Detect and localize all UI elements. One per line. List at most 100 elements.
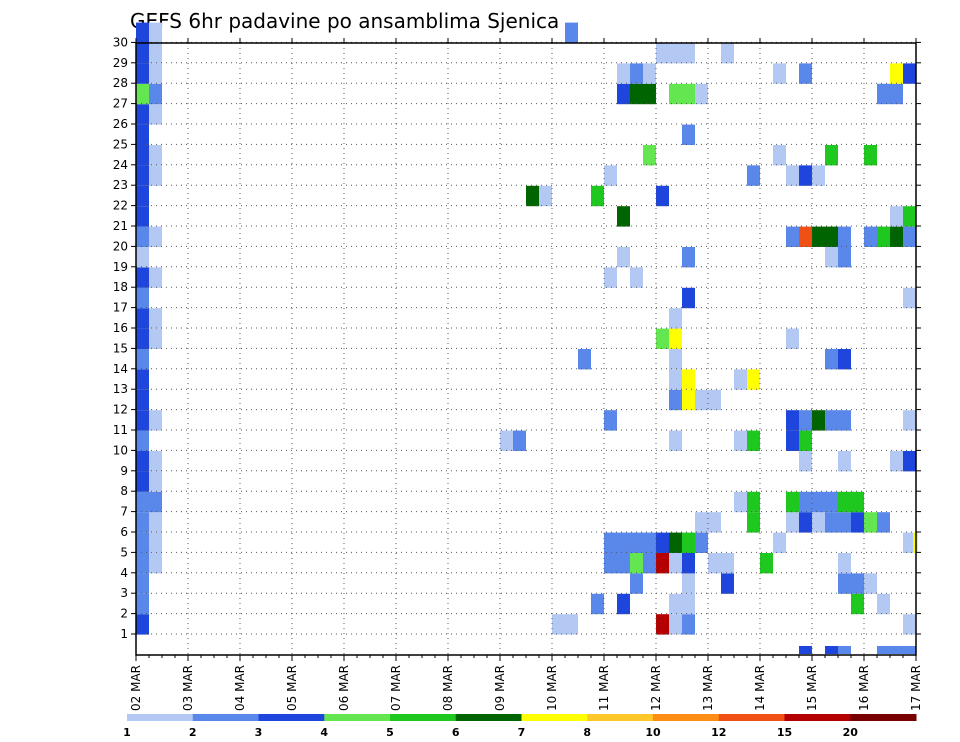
heatmap-cell <box>643 553 656 574</box>
x-tick-label: 12 MAR <box>649 665 663 711</box>
heatmap-cell <box>136 451 149 472</box>
x-tick-label: 11 MAR <box>597 665 611 711</box>
heatmap-cell <box>682 593 695 615</box>
y-tick-label: 29 <box>113 56 128 70</box>
heatmap-cell <box>825 226 838 247</box>
heatmap-cell <box>825 145 838 166</box>
heatmap-cell <box>799 63 812 84</box>
heatmap-cell <box>136 63 149 84</box>
heatmap-cell <box>617 83 630 105</box>
y-tick-label: 14 <box>113 362 128 376</box>
heatmap-cell <box>630 83 643 105</box>
heatmap-cell <box>526 185 539 207</box>
heatmap-cell <box>149 532 162 553</box>
heatmap-cell <box>825 646 838 654</box>
x-axis: 02 MAR 03 MAR 04 MAR 05 MAR 06 MAR 07 MAR 08 M… <box>129 38 923 711</box>
y-tick-label: 25 <box>113 137 128 151</box>
heatmap-cell <box>695 83 708 105</box>
heatmap-cell <box>786 226 799 247</box>
heatmap-cell <box>825 349 838 370</box>
heatmap-cell <box>682 247 695 268</box>
heatmap-cell <box>136 349 149 370</box>
x-tick-label: 04 MAR <box>233 665 247 711</box>
heatmap-cell <box>838 573 851 594</box>
heatmap-cell <box>136 491 149 513</box>
heatmap-cell <box>656 185 669 207</box>
heatmap-cell <box>149 491 162 513</box>
x-tick-label: 07 MAR <box>389 665 403 711</box>
heatmap-cell <box>617 63 630 84</box>
heatmap-cell <box>747 512 760 533</box>
heatmap-cell <box>747 165 760 186</box>
heatmap-cell <box>864 512 877 533</box>
heatmap-cell <box>903 206 916 227</box>
heatmap-cell <box>149 43 162 64</box>
colorbar-label: 20 <box>843 726 859 739</box>
heatmap-cell <box>604 410 617 431</box>
heatmap-cell <box>734 369 747 390</box>
heatmap-cell <box>136 593 149 615</box>
heatmap-cell <box>747 491 760 513</box>
y-tick-label: 26 <box>113 117 128 131</box>
heatmap-cell <box>149 410 162 431</box>
heatmap-cell <box>136 512 149 533</box>
heatmap-cell <box>877 226 890 247</box>
heatmap-cell <box>825 410 838 431</box>
heatmap-cell <box>812 165 825 186</box>
heatmap-cell <box>136 124 149 145</box>
x-tick-label: 09 MAR <box>493 665 507 711</box>
colorbar-label: 12 <box>711 726 726 739</box>
heatmap-cell <box>604 532 617 553</box>
heatmap-cell <box>136 43 149 64</box>
heatmap-cell <box>890 646 903 654</box>
heatmap-cell <box>747 430 760 451</box>
y-tick-label: 8 <box>120 484 128 498</box>
heatmap-cell <box>539 185 552 207</box>
heatmap-cell <box>617 206 630 227</box>
y-tick-label: 5 <box>120 545 128 559</box>
heatmap-cell <box>786 512 799 533</box>
y-tick-label: 18 <box>113 280 128 294</box>
heatmap-cell <box>799 430 812 451</box>
colorbar-swatch <box>850 714 917 721</box>
heatmap-cell <box>669 349 682 370</box>
heatmap-cell <box>149 145 162 166</box>
chart-title: GEFS 6hr padavine po ansamblima Sjenica <box>130 9 559 33</box>
heatmap-cell <box>149 471 162 492</box>
heatmap-cell <box>773 145 786 166</box>
colorbar-label: 7 <box>518 726 526 739</box>
heatmap-cell <box>565 614 578 635</box>
heatmap-cell <box>799 512 812 533</box>
heatmap-cell <box>149 165 162 186</box>
heatmap-cell <box>656 43 669 64</box>
y-tick-label: 16 <box>113 321 128 335</box>
heatmap-cell <box>500 430 513 451</box>
heatmap-cell <box>799 165 812 186</box>
y-tick-label: 28 <box>113 76 128 90</box>
colorbar-swatch <box>653 714 720 721</box>
heatmap-cell <box>149 63 162 84</box>
heatmap-cell <box>682 553 695 574</box>
heatmap-cell <box>877 512 890 533</box>
heatmap-cells <box>136 22 918 654</box>
heatmap-cell <box>799 646 812 654</box>
heatmap-cell <box>682 83 695 105</box>
heatmap-cell <box>656 328 669 349</box>
heatmap-cell <box>591 593 604 615</box>
heatmap-cell <box>864 226 877 247</box>
colorbar-label: 3 <box>255 726 263 739</box>
heatmap-cell <box>799 451 812 472</box>
heatmap-cell <box>149 267 162 288</box>
y-tick-label: 2 <box>120 607 128 621</box>
heatmap-cell <box>149 104 162 125</box>
heatmap-cell <box>786 165 799 186</box>
heatmap-cell <box>617 247 630 268</box>
colorbar-swatch <box>455 714 522 721</box>
heatmap-cell <box>903 410 916 431</box>
heatmap-cell <box>552 614 565 635</box>
heatmap-cell <box>669 83 682 105</box>
heatmap-cell <box>708 512 721 533</box>
heatmap-cell <box>851 512 864 533</box>
heatmap-cell <box>669 532 682 553</box>
heatmap-cell <box>786 410 799 431</box>
